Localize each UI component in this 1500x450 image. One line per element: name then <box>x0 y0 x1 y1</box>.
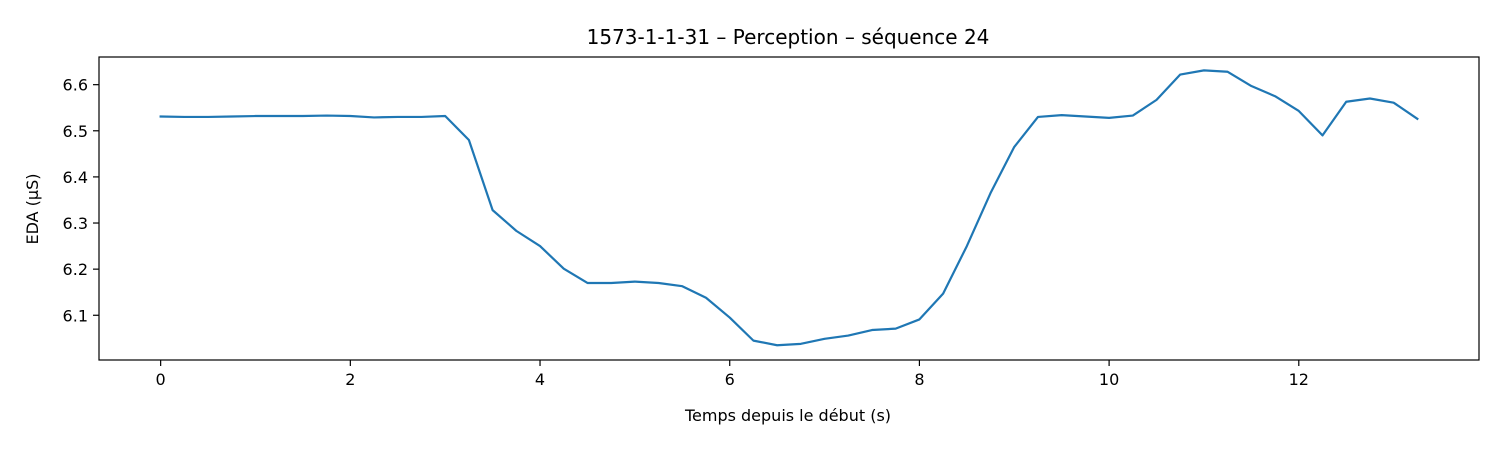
y-tick-label: 6.5 <box>63 122 88 141</box>
plot-area <box>159 69 1419 347</box>
x-tick-label: 12 <box>1289 370 1309 389</box>
y-tick-label: 6.4 <box>63 168 88 187</box>
x-tick-label: 0 <box>156 370 166 389</box>
y-tick-label: 6.2 <box>63 260 88 279</box>
y-axis: 6.1 6.2 6.3 6.4 6.5 6.6 <box>63 76 99 325</box>
x-tick-label: 10 <box>1099 370 1119 389</box>
x-axis-label: Temps depuis le début (s) <box>684 406 891 425</box>
x-tick-label: 8 <box>914 370 924 389</box>
axes-frame <box>98 56 1480 361</box>
y-tick-label: 6.6 <box>63 76 88 95</box>
y-tick-label: 6.3 <box>63 214 88 233</box>
x-tick-label: 2 <box>345 370 355 389</box>
y-axis-label: EDA (µS) <box>23 174 42 245</box>
x-tick-label: 6 <box>725 370 735 389</box>
series-line <box>159 69 1419 347</box>
y-tick-label: 6.1 <box>63 306 88 325</box>
x-axis: 0 2 4 6 8 10 12 <box>156 360 1309 389</box>
x-tick-label: 4 <box>535 370 545 389</box>
chart-title: 1573-1-1-31 – Perception – séquence 24 <box>587 25 990 49</box>
